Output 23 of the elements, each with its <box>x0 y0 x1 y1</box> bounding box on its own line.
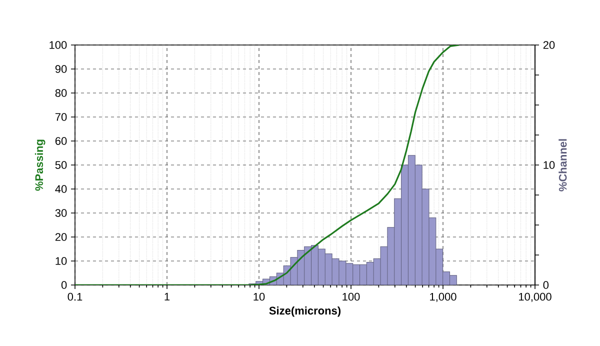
y-tick-label: 20 <box>55 233 67 241</box>
y-tick-label: 100 <box>50 41 67 49</box>
y-tick-label: 80 <box>55 89 67 97</box>
y-tick-label: 60 <box>55 137 67 145</box>
y2-axis-title: %Channel <box>558 139 567 192</box>
y-tick-label: 0 <box>61 281 67 289</box>
y-tick-label: 50 <box>55 161 67 169</box>
x-tick-label: 1,000 <box>430 292 456 302</box>
x-axis-title: Size(microns) <box>269 306 341 317</box>
y-tick-label: 70 <box>55 113 67 121</box>
y-tick-label: 40 <box>55 185 67 193</box>
y2-tick-label: 0 <box>543 281 549 289</box>
y-axis-title: %Passing <box>34 140 46 191</box>
x-tick-label: 100 <box>342 292 360 301</box>
y2-tick-label: 20 <box>543 41 555 49</box>
x-tick-label: 1 <box>164 292 170 300</box>
y2-tick-label: 10 <box>544 161 555 169</box>
y-tick-label: 30 <box>55 209 67 217</box>
x-tick-label: 10 <box>254 292 265 301</box>
x-tick-label: 0.1 <box>68 292 82 301</box>
x-tick-label: 10,000 <box>519 292 552 302</box>
y-tick-label: 10 <box>56 257 67 265</box>
y-tick-label: 90 <box>55 65 67 73</box>
